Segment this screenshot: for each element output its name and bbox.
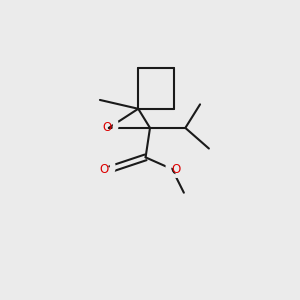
Text: O: O [95, 113, 120, 142]
Text: O: O [92, 154, 117, 184]
Text: O: O [172, 163, 181, 176]
Text: O: O [103, 122, 112, 134]
Text: O: O [164, 154, 189, 184]
Text: O: O [100, 163, 109, 176]
